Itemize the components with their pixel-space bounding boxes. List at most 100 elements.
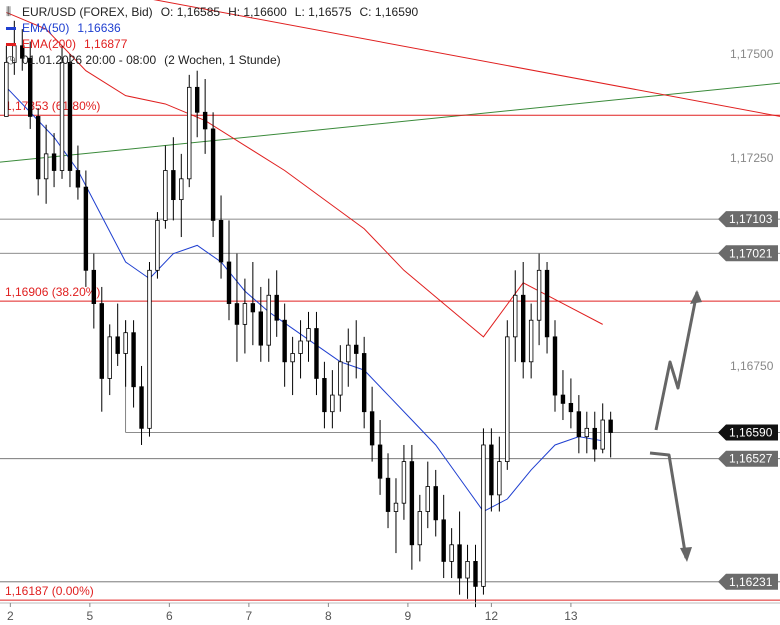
candle-body [67,61,73,171]
candle-body [43,153,49,180]
candle-body [242,303,248,325]
candles-group [4,20,613,608]
candle-body [377,444,383,479]
candle-body [608,419,613,433]
x-tick-label: 2 [7,609,14,623]
candle-body [536,269,542,321]
candle-body [385,477,391,512]
sr-tag-label: 1,16231 [729,575,773,589]
candle-body [417,511,423,546]
candle-body [99,303,104,379]
y-tick-label: 1,16750 [730,359,774,373]
candle-body [592,427,597,450]
candle-body [147,269,152,429]
sr-tag [718,211,778,228]
candle-body [552,336,558,396]
ema200-row[interactable]: EMA(200) 1,16877 [6,36,418,52]
candle-body [4,61,9,117]
ema50-row[interactable]: EMA(50) 1,16636 [6,20,418,36]
candle-body [282,319,287,363]
candle-body [179,178,184,201]
candle-body [139,386,144,429]
candle-body [202,111,208,130]
candle-body [155,220,160,271]
candle-body [497,461,502,496]
ema50-value: 1,16636 [77,21,121,35]
candle-body [560,394,566,404]
candle-body [250,303,256,313]
y-tick-label: 1,17500 [730,47,774,61]
candle-body [123,332,128,354]
x-tick-label: 9 [405,609,412,623]
x-tick-label: 6 [166,609,173,623]
candle-body [163,170,168,221]
sr-tag [718,450,778,467]
candle-body [600,419,605,450]
candle-body [449,544,454,562]
candle-body [258,311,264,346]
fib-38.2-label: 1,16906 (38.20%) [5,285,100,299]
sr-tag-label: 1,16527 [729,452,773,466]
clock-icon: ◷ [6,54,16,66]
candle-body [306,328,311,342]
candle-body [194,86,200,113]
candle-body [107,336,112,379]
instrument-row: ⫼ EUR/USD (FOREX, Bid) O: 1,16585 H: 1,1… [6,4,418,20]
candle-body [338,361,343,396]
candle-body [131,332,136,388]
candle-body [330,394,335,413]
candle-body [322,378,327,413]
candle-body [298,340,303,354]
sr-tag-label: 1,17021 [729,246,773,260]
candle-body [51,153,57,171]
period-label: (2 Wochen, 1 Stunde) [164,53,281,67]
candle-body [568,402,574,413]
sr-tag-label: 1,17103 [729,212,773,226]
candlestick-icon: ⫼ [6,6,12,18]
chart-legend: ⫼ EUR/USD (FOREX, Bid) O: 1,16585 H: 1,1… [6,4,418,68]
candle-body [401,461,407,504]
candle-body [465,561,470,579]
instrument-name: EUR/USD (FOREX, Bid) [22,5,153,19]
candle-body [35,116,41,180]
candle-body [513,294,518,338]
candle-body [489,444,494,496]
candle-body [12,45,17,63]
sr-tag [718,573,778,590]
candle-body [528,319,534,363]
candle-body [171,170,176,201]
candle-body [433,486,438,521]
bullish-arrowhead [690,290,702,304]
ema200-swatch [6,42,16,46]
x-tick-label: 12 [485,609,499,623]
candle-body [473,561,478,587]
x-tick-label: 5 [87,609,94,623]
current-price-tag-label: 1,16590 [729,425,773,439]
ema50-swatch [6,26,16,30]
candle-body [346,344,351,363]
candle-body [314,328,319,379]
x-tick-label: 13 [564,609,578,623]
candle-body [91,269,97,304]
ema200-line [6,12,603,338]
candle-body [441,519,446,562]
candle-body [457,544,462,579]
ema200-value: 1,16877 [84,37,128,51]
candle-body [218,220,224,263]
candle-body [234,303,240,325]
fib-0-label: 1,16187 (0.00%) [5,584,94,598]
time-row: ◷ 01.01.2026 20:00 - 08:00 (2 Wochen, 1 … [6,52,418,68]
ema50-label: EMA(50) [22,21,70,35]
candle-body [115,336,120,354]
candle-body [28,57,33,117]
y-tick-label: 1,17250 [730,151,774,165]
candle-body [59,61,65,171]
candle-body [290,353,295,363]
sr-tag [718,245,778,262]
candle-body [226,261,232,304]
x-tick-label: 7 [246,609,253,623]
candle-body [576,411,582,438]
red-trendline [153,0,780,117]
bearish-arrowhead [680,547,692,562]
